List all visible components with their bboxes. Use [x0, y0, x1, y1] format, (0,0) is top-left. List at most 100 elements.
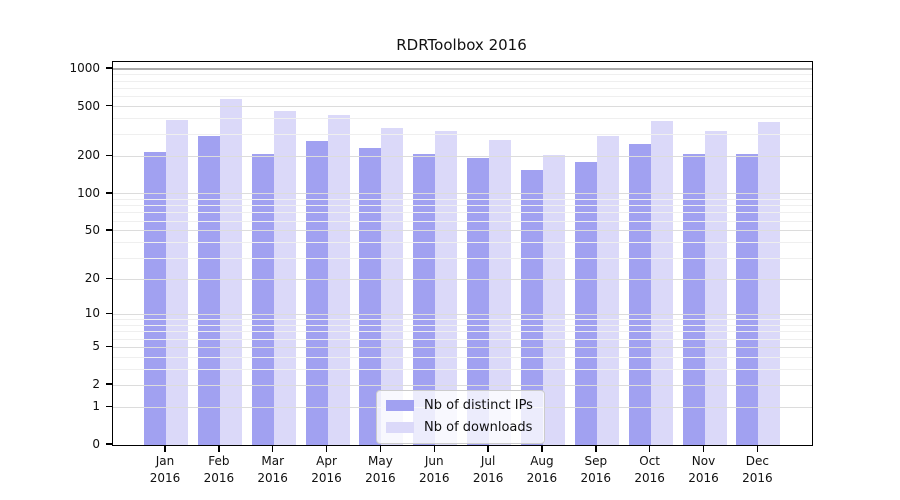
xtick-mark-aug: [541, 446, 543, 452]
bar-downloads-jul: [489, 140, 512, 445]
gridline-500: [113, 106, 812, 108]
xtick-mark-nov: [702, 446, 705, 452]
gridline-10: [113, 313, 812, 315]
bar-downloads-mar: [273, 110, 296, 445]
ytick-label-10: 10: [84, 306, 100, 321]
ytick-label-50: 50: [84, 222, 100, 237]
bar-distinct-ips-sep: [574, 162, 597, 445]
legend-swatch-distinct-ips: [386, 400, 414, 411]
gridline-300: [113, 133, 812, 135]
gridline-30: [113, 257, 812, 259]
gridline-400: [113, 118, 812, 120]
ytick-label-200: 200: [77, 148, 100, 163]
gridline-7: [113, 331, 812, 333]
ytick-mark-0: [106, 443, 113, 445]
xtick-label-aug: Aug 2016: [526, 454, 558, 485]
ytick-label-1000: 1000: [69, 60, 100, 75]
xtick-label-may: May 2016: [365, 454, 396, 485]
gridline-60: [113, 220, 812, 222]
xtick-label-oct: Oct 2016: [634, 454, 665, 485]
xtick-mark-jan: [164, 446, 166, 452]
bar-distinct-ips-jun: [413, 153, 436, 445]
gridline-20: [113, 278, 812, 280]
xtick-label-jun: Jun 2016: [418, 454, 450, 485]
ytick-label-5: 5: [92, 339, 100, 354]
ytick-label-0: 0: [92, 437, 100, 451]
ytick-mark-1: [106, 405, 113, 407]
gridline-900: [113, 74, 812, 76]
xtick-mark-apr: [325, 446, 328, 452]
gridline-70: [113, 212, 812, 214]
ytick-label-500: 500: [77, 98, 100, 113]
gridline-700: [113, 87, 812, 89]
gridline-800: [113, 80, 812, 82]
gridline-2: [113, 384, 812, 386]
bar-downloads-feb: [219, 98, 242, 445]
bar-distinct-ips-jul: [467, 157, 490, 445]
ytick-mark-100: [106, 192, 113, 194]
bar-downloads-apr: [327, 114, 350, 445]
gridline-100: [113, 193, 812, 195]
xtick-label-sep: Sep 2016: [580, 454, 612, 485]
bar-downloads-aug: [542, 154, 565, 445]
bar-distinct-ips-may: [359, 147, 382, 445]
ytick-mark-1000: [106, 67, 113, 69]
bar-distinct-ips-dec: [736, 153, 759, 445]
xtick-label-jan: Jan 2016: [149, 454, 181, 485]
plot-area: Nb of distinct IPs Nb of downloads: [112, 61, 813, 446]
gridline-6: [113, 338, 812, 340]
bar-distinct-ips-aug: [520, 170, 543, 445]
legend-swatch-downloads: [386, 422, 414, 433]
xtick-mark-may: [379, 446, 382, 452]
xtick-mark-feb: [218, 446, 220, 452]
ytick-label-100: 100: [77, 185, 100, 200]
bar-downloads-sep: [596, 136, 619, 445]
xtick-mark-oct: [648, 446, 651, 452]
gridline-80: [113, 205, 812, 207]
gridline-9: [113, 319, 812, 321]
legend-row-downloads: Nb of downloads: [386, 420, 533, 435]
xtick-mark-jun: [433, 446, 435, 452]
legend-label-distinct-ips: Nb of distinct IPs: [424, 398, 533, 413]
xtick-label-feb: Feb 2016: [203, 454, 235, 485]
xtick-mark-sep: [595, 446, 597, 452]
gridline-3: [113, 369, 812, 371]
gridline-1000: [113, 68, 812, 70]
gridline-90: [113, 198, 812, 200]
ytick-label-20: 20: [84, 271, 100, 286]
xtick-mark-mar: [271, 446, 274, 452]
bar-distinct-ips-nov: [682, 153, 705, 445]
ytick-label-2: 2: [92, 377, 100, 392]
bar-downloads-jun: [435, 130, 458, 445]
xtick-mark-jul: [487, 446, 489, 452]
ytick-mark-500: [106, 104, 113, 107]
bar-distinct-ips-jan: [144, 152, 166, 445]
bar-distinct-ips-mar: [251, 153, 274, 445]
gridline-600: [113, 96, 812, 98]
ytick-mark-10: [106, 312, 113, 315]
bar-downloads-may: [381, 127, 404, 445]
ytick-label-1: 1: [92, 399, 100, 414]
bar-distinct-ips-feb: [197, 136, 220, 445]
xtick-label-nov: Nov 2016: [688, 454, 719, 485]
legend-label-downloads: Nb of downloads: [424, 420, 533, 435]
gridline-4: [113, 356, 812, 358]
bar-downloads-dec: [758, 122, 781, 445]
ytick-mark-200: [106, 154, 113, 157]
bar-distinct-ips-oct: [628, 144, 651, 445]
legend: Nb of distinct IPs Nb of downloads: [376, 390, 545, 444]
gridline-40: [113, 242, 812, 244]
gridline-5: [113, 346, 812, 348]
xtick-label-dec: Dec 2016: [742, 454, 773, 485]
gridline-50: [113, 230, 812, 232]
xtick-label-apr: Apr 2016: [311, 454, 342, 485]
bar-distinct-ips-apr: [305, 141, 328, 445]
ytick-mark-2: [106, 383, 113, 385]
ytick-mark-20: [106, 277, 113, 279]
bar-downloads-nov: [704, 130, 727, 445]
ytick-mark-5: [106, 345, 113, 348]
xtick-label-jul: Jul 2016: [472, 454, 504, 485]
ytick-mark-50: [106, 229, 113, 231]
bar-downloads-jan: [166, 120, 188, 445]
